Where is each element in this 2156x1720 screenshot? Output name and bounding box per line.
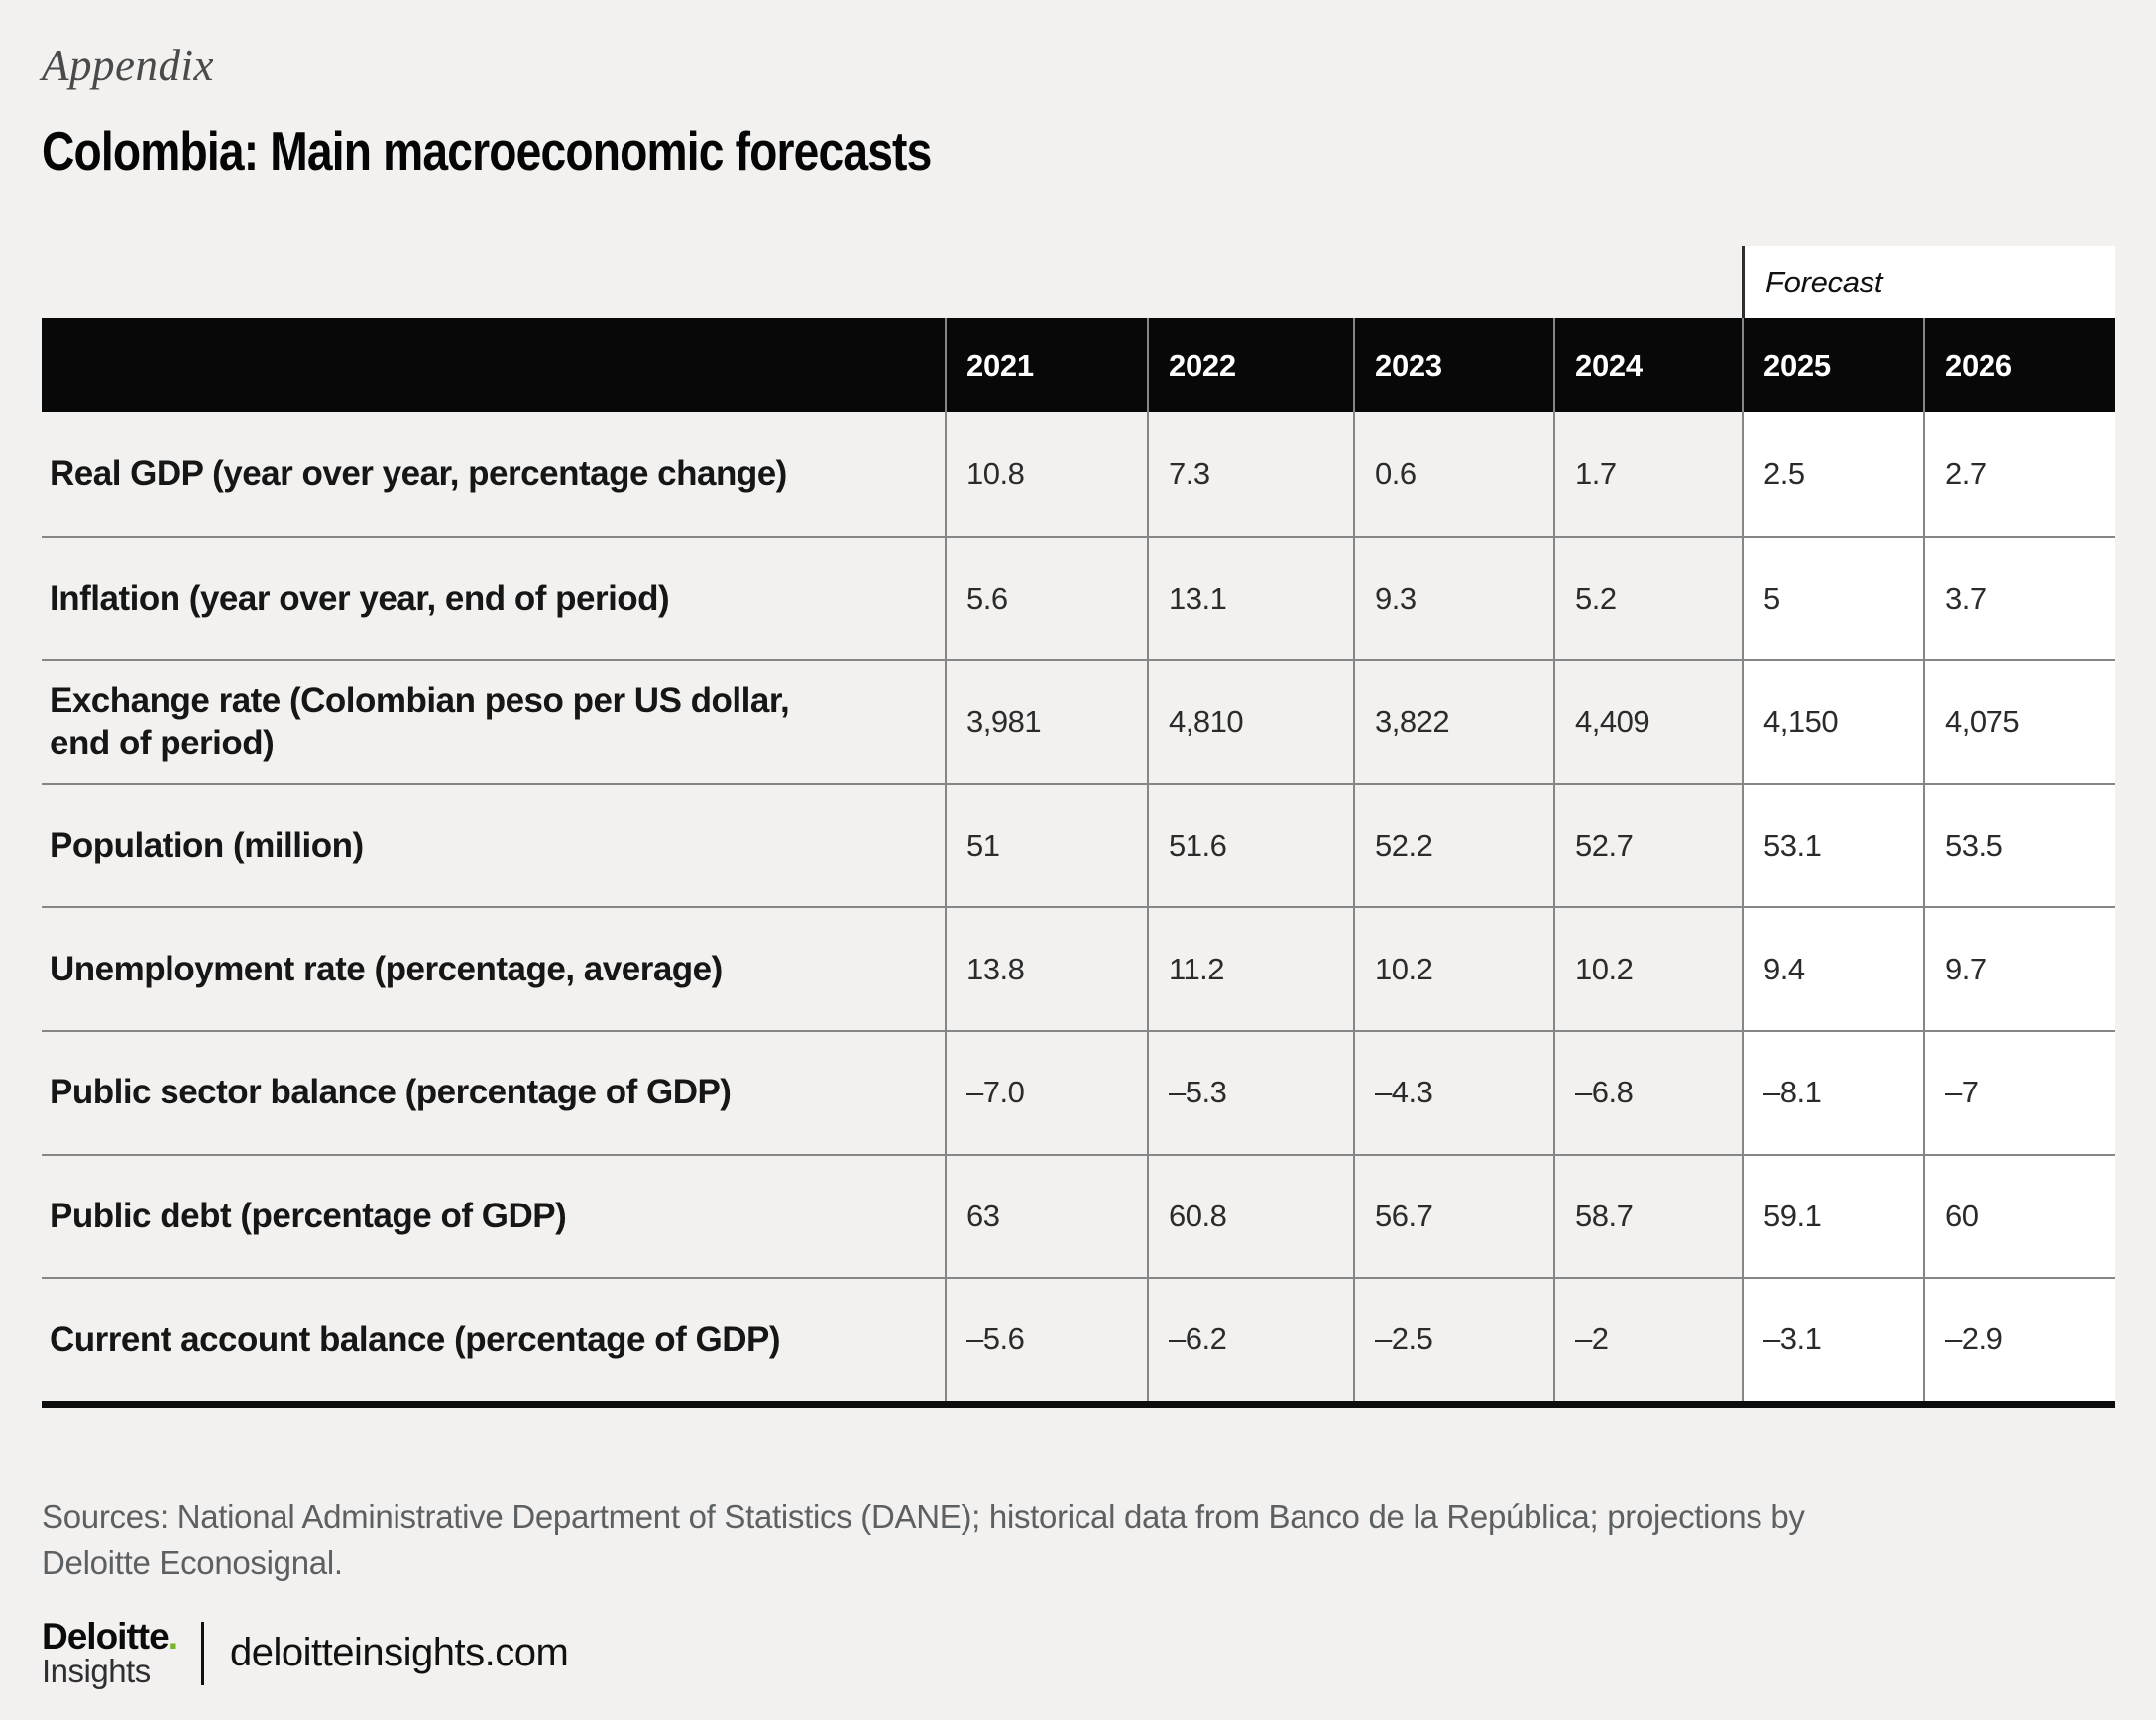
year-header-2021: 2021 (945, 318, 1147, 412)
value-cell: 4,150 (1742, 661, 1923, 783)
sources-line-1: Sources: National Administrative Departm… (42, 1497, 1805, 1535)
value-cell: 2.5 (1742, 412, 1923, 536)
value-cell: 5.2 (1553, 537, 1742, 660)
page-title: Colombia: Main macroeconomic forecasts (42, 120, 932, 181)
value-cell: –6.8 (1553, 1031, 1742, 1154)
value-cell: 3.7 (1923, 537, 2115, 660)
value-cell: 13.8 (945, 908, 1147, 1030)
year-header-2023: 2023 (1353, 318, 1553, 412)
row-label: Public debt (percentage of GDP) (50, 1196, 567, 1235)
value-cell: 51 (945, 784, 1147, 907)
value-cell: 3,822 (1353, 661, 1553, 783)
value-cell: 9.7 (1923, 908, 2115, 1030)
row-label: Inflation (year over year, end of period… (50, 579, 670, 619)
value-cell: 60.8 (1147, 1155, 1353, 1278)
deloitte-wordmark-text: Deloitte (42, 1615, 170, 1657)
deloitte-logo: Deloitte. Insights (42, 1615, 178, 1689)
row-label: Real GDP (year over year, percentage cha… (50, 454, 787, 494)
table-row: Exchange rate (Colombian peso per US dol… (42, 659, 2115, 783)
value-cell: 10.8 (945, 412, 1147, 536)
value-cell: –8.1 (1742, 1031, 1923, 1154)
value-cell: 10.2 (1353, 908, 1553, 1030)
table-row: Unemployment rate (percentage, average) 1… (42, 906, 2115, 1030)
value-cell: 59.1 (1742, 1155, 1923, 1278)
table-row: Population (million) 51 51.6 52.2 52.7 53.1 53… (42, 782, 2115, 907)
forecast-band: Forecast (1742, 246, 2115, 318)
row-label: Current account balance (percentage of G… (50, 1319, 780, 1359)
value-cell: 56.7 (1353, 1155, 1553, 1278)
insights-wordmark: Insights (42, 1652, 151, 1689)
table-row: Public sector balance (percentage of GDP… (42, 1029, 2115, 1154)
value-cell: 5 (1742, 537, 1923, 660)
value-cell: –7 (1923, 1031, 2115, 1154)
site-url: deloitteinsights.com (229, 1631, 569, 1675)
year-header-2025: 2025 (1742, 318, 1923, 412)
value-cell: –6.2 (1147, 1279, 1353, 1401)
value-cell: 9.3 (1353, 537, 1553, 660)
logo-divider (200, 1621, 204, 1685)
year-header-2022: 2022 (1147, 318, 1353, 412)
value-cell: –2.9 (1923, 1279, 2115, 1401)
sources-line-2: Deloitte Econosignal. (42, 1544, 343, 1581)
value-cell: 52.7 (1553, 784, 1742, 907)
value-cell: 60 (1923, 1155, 2115, 1278)
value-cell: 13.1 (1147, 537, 1353, 660)
value-cell: 11.2 (1147, 908, 1353, 1030)
table-row: Current account balance (percentage of G… (42, 1277, 2115, 1401)
table-row: Public debt (percentage of GDP) 63 60.8 56.… (42, 1153, 2115, 1278)
year-header-2026: 2026 (1923, 318, 2115, 412)
sources-note: Sources: National Administrative Departm… (42, 1493, 2114, 1586)
table-row: Real GDP (year over year, percentage cha… (42, 412, 2115, 536)
year-header-2024: 2024 (1553, 318, 1742, 412)
row-label: Population (million) (50, 826, 364, 865)
value-cell: 53.5 (1923, 784, 2115, 907)
value-cell: 51.6 (1147, 784, 1353, 907)
value-cell: –7.0 (945, 1031, 1147, 1154)
forecast-band-row: Forecast (42, 246, 2115, 318)
value-cell: 9.4 (1742, 908, 1923, 1030)
deloitte-green-dot: . (168, 1615, 178, 1657)
appendix-label: Appendix (42, 41, 214, 90)
row-label: Unemployment rate (percentage, average) (50, 949, 723, 988)
deloitte-wordmark: Deloitte. (42, 1615, 178, 1657)
value-cell: –2.5 (1353, 1279, 1553, 1401)
value-cell: 3,981 (945, 661, 1147, 783)
value-cell: 52.2 (1353, 784, 1553, 907)
value-cell: –5.6 (945, 1279, 1147, 1401)
row-label: Public sector balance (percentage of GDP… (50, 1073, 732, 1112)
table-row: Inflation (year over year, end of period… (42, 535, 2115, 660)
value-cell: 63 (945, 1155, 1147, 1278)
table-body: Real GDP (year over year, percentage cha… (42, 412, 2115, 1408)
value-cell: 10.2 (1553, 908, 1742, 1030)
value-cell: 4,810 (1147, 661, 1353, 783)
value-cell: 4,075 (1923, 661, 2115, 783)
value-cell: 2.7 (1923, 412, 2115, 536)
value-cell: –3.1 (1742, 1279, 1923, 1401)
footer: Deloitte. Insights deloitteinsights.com (42, 1618, 2114, 1689)
value-cell: –2 (1553, 1279, 1742, 1401)
value-cell: 58.7 (1553, 1155, 1742, 1278)
forecast-table: Forecast 2021 2022 2023 2024 2025 2026 Real G… (42, 246, 2115, 1408)
value-cell: 53.1 (1742, 784, 1923, 907)
row-label: Exchange rate (Colombian peso per US dol… (50, 680, 790, 763)
value-cell: 4,409 (1553, 661, 1742, 783)
forecast-label: Forecast (1765, 264, 1883, 299)
value-cell: –5.3 (1147, 1031, 1353, 1154)
value-cell: 5.6 (945, 537, 1147, 660)
table-header-row: 2021 2022 2023 2024 2025 2026 (42, 318, 2115, 412)
value-cell: –4.3 (1353, 1031, 1553, 1154)
header-stub-cell (42, 318, 945, 412)
value-cell: 7.3 (1147, 412, 1353, 536)
value-cell: 1.7 (1553, 412, 1742, 536)
value-cell: 0.6 (1353, 412, 1553, 536)
